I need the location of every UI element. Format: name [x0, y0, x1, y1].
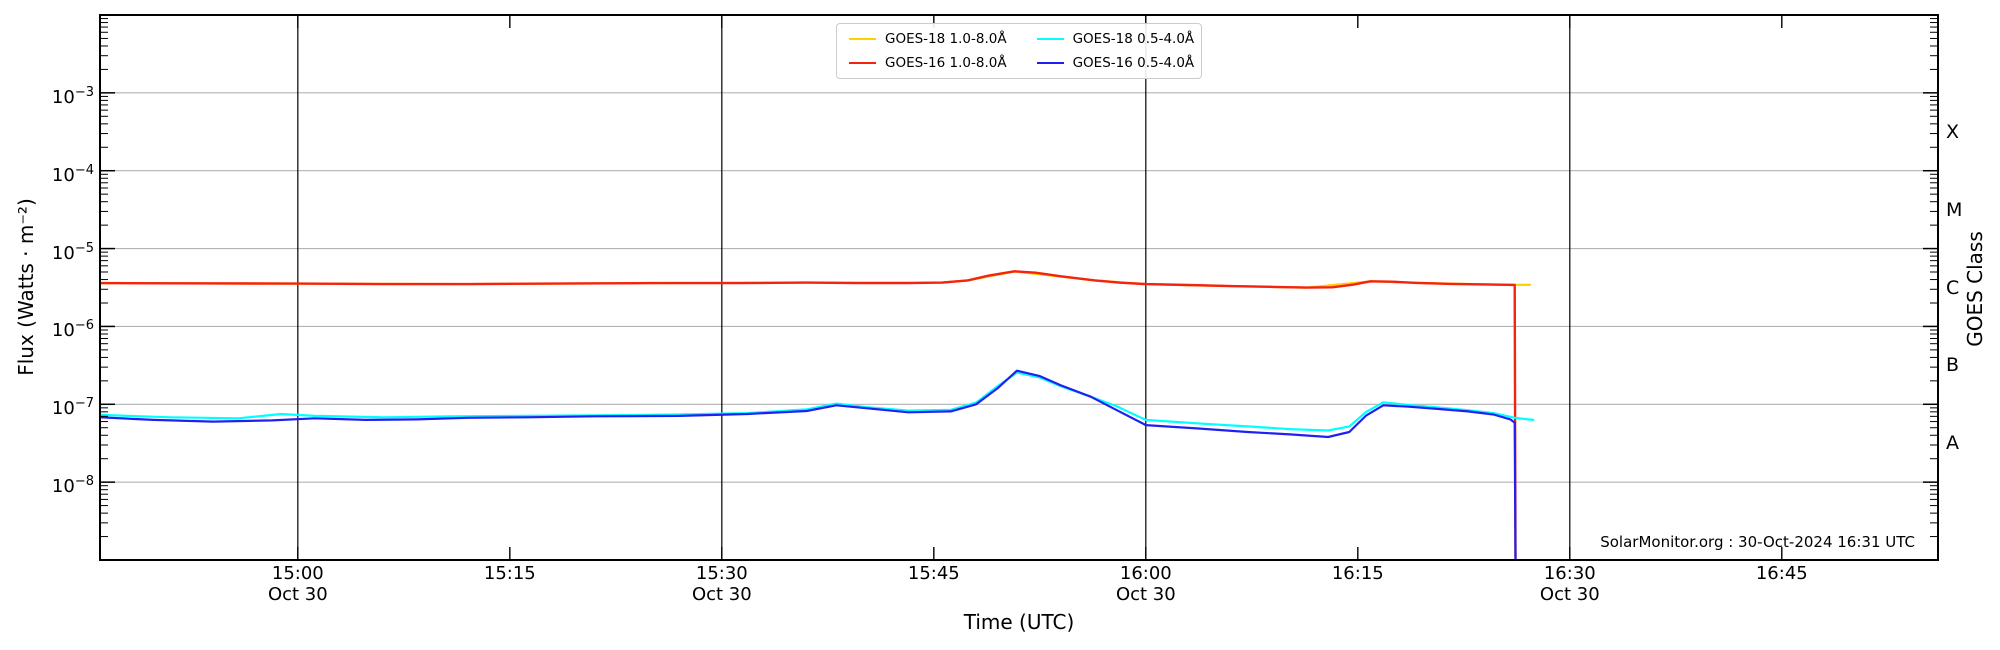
- y-tick-label: 10−4: [51, 162, 94, 186]
- plot-border: [99, 14, 1939, 561]
- series-line-goes-16-1-0-8-0-: [100, 270, 1517, 560]
- y-tick-label: 10−7: [51, 396, 94, 420]
- legend-label: GOES-16 0.5-4.0Å: [1072, 55, 1195, 71]
- goes-class-label-m: M: [1946, 198, 1963, 221]
- x-tick-label: 16:45: [1755, 563, 1808, 584]
- series-line-goes-18-1-0-8-0-: [100, 270, 1532, 289]
- y-axis-label: Flux (Watts · m⁻²): [14, 198, 38, 376]
- legend-label: GOES-18 0.5-4.0Å: [1072, 31, 1195, 47]
- legend-label: GOES-18 1.0-8.0Å: [885, 31, 1007, 47]
- date-gridlines: [297, 15, 1571, 560]
- x-axis-label: Time (UTC): [963, 610, 1075, 634]
- legend-item: GOES-18 0.5-4.0Å: [1036, 27, 1195, 51]
- x-tick-label: 16:15: [1331, 563, 1384, 584]
- x-tick-label: 15:15: [483, 563, 536, 584]
- x-tick-label: 16:00 Oct 30: [1115, 563, 1176, 605]
- series-lines: [100, 270, 1535, 560]
- legend-item: GOES-16 1.0-8.0Å: [849, 51, 1007, 75]
- goes-class-label-x: X: [1946, 120, 1960, 143]
- goes-class-label-b: B: [1946, 354, 1960, 377]
- goes-class-label-a: A: [1946, 432, 1959, 455]
- y-tick-label: 10−8: [51, 474, 94, 498]
- legend-swatch-icon: [1036, 38, 1064, 40]
- y-tick-label: 10−3: [51, 84, 94, 108]
- legend-item: GOES-16 0.5-4.0Å: [1036, 51, 1195, 75]
- series-line-goes-18-0-5-4-0-: [100, 371, 1535, 432]
- x-tick-label: 16:30 Oct 30: [1539, 563, 1600, 605]
- legend-swatch-icon: [849, 62, 876, 64]
- goes-class-label-c: C: [1946, 276, 1960, 299]
- series-line-goes-16-0-5-4-0-: [100, 369, 1517, 560]
- annotation: SolarMonitor.org : 30-Oct-2024 16:31 UTC: [1600, 533, 1915, 551]
- axis-ticks: [100, 15, 1938, 560]
- legend: GOES-18 1.0-8.0Å GOES-18 0.5-4.0Å GOES-16 …: [836, 23, 1202, 79]
- legend-swatch-icon: [849, 38, 876, 40]
- legend-swatch-icon: [1036, 62, 1064, 64]
- legend-label: GOES-16 1.0-8.0Å: [885, 55, 1007, 71]
- legend-item: GOES-18 1.0-8.0Å: [849, 27, 1007, 51]
- y-tick-label: 10−5: [51, 240, 94, 264]
- x-tick-label: 15:30 Oct 30: [691, 563, 752, 605]
- decade-gridlines: [100, 92, 1938, 483]
- x-tick-label: 15:00 Oct 30: [267, 563, 328, 605]
- y-tick-label: 10−6: [51, 318, 94, 342]
- x-tick-label: 15:45: [907, 563, 960, 584]
